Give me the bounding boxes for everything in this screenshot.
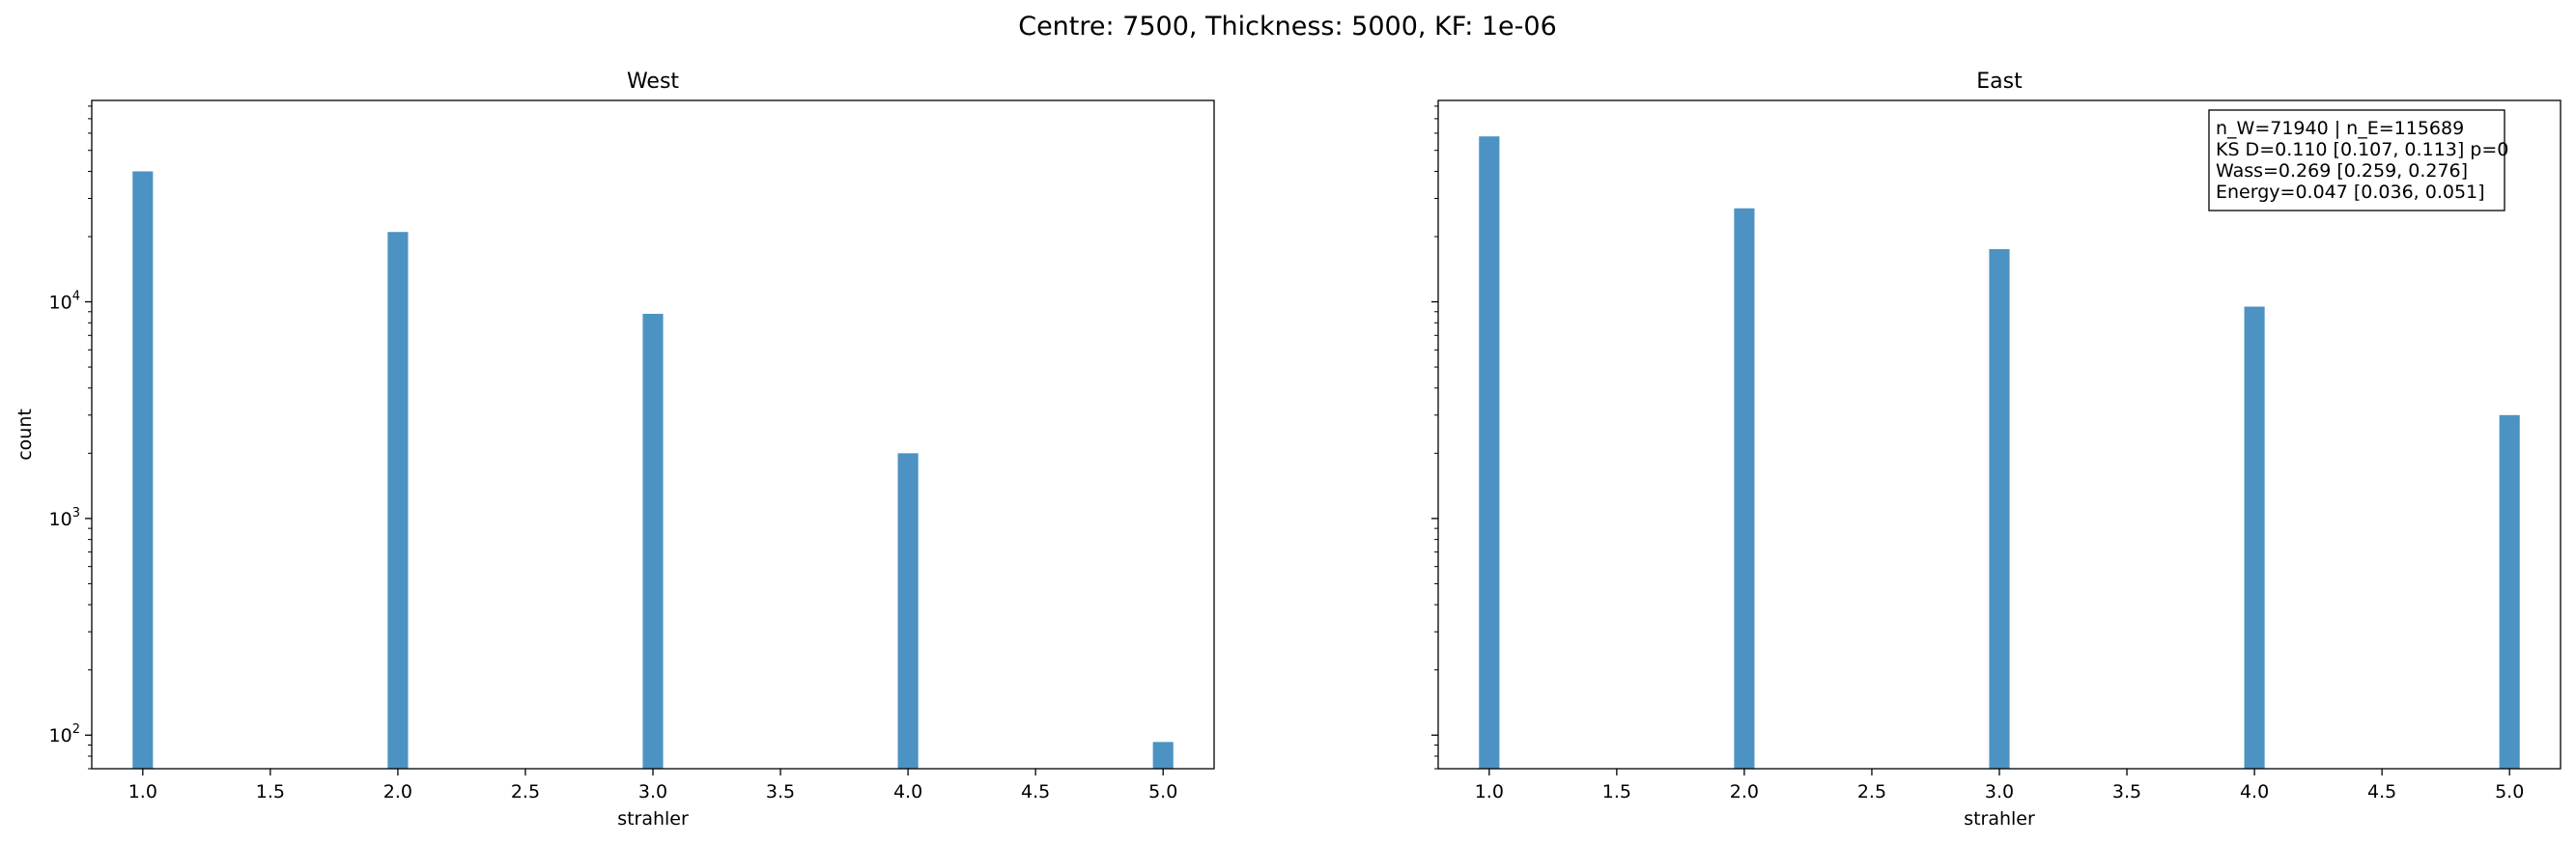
east-bar-1 — [1479, 136, 1500, 770]
stats-annotation-box: n_W=71940 | n_E=115689 KS D=0.110 [0.107… — [2208, 109, 2508, 211]
west-x-ticks: 1.0 1.5 2.0 2.5 3.0 3.5 4.0 4.5 5.0 — [128, 769, 1177, 803]
west-x-tick-label: 3.5 — [766, 781, 795, 803]
west-bar-3 — [642, 313, 664, 769]
east-x-tick-label: 3.0 — [1985, 781, 2014, 803]
west-x-tick-label: 2.0 — [383, 781, 412, 803]
west-x-tick-label: 1.5 — [256, 781, 285, 803]
east-x-tick-label: 1.5 — [1602, 781, 1631, 803]
east-panel-title: East — [1976, 70, 2023, 94]
east-x-ticks: 1.0 1.5 2.0 2.5 3.0 3.5 4.0 4.5 5.0 — [1475, 769, 2524, 803]
east-bar-2 — [1734, 208, 1755, 770]
stats-line-energy: Energy=0.047 [0.036, 0.051] — [2216, 182, 2485, 203]
east-x-tick-label: 2.5 — [1857, 781, 1886, 803]
west-x-tick-label: 4.0 — [893, 781, 922, 803]
east-bar-5 — [2499, 414, 2520, 769]
west-y-tick-label: 102 — [49, 722, 80, 746]
figure-suptitle: Centre: 7500, Thickness: 5000, KF: 1e-06 — [1018, 12, 1557, 42]
west-x-tick-label: 1.0 — [128, 781, 157, 803]
west-bars — [132, 171, 1174, 770]
east-bars — [1479, 136, 2520, 770]
west-x-tick-label: 2.5 — [511, 781, 540, 803]
stats-line-ks: KS D=0.110 [0.107, 0.113] p=0 — [2216, 139, 2508, 160]
west-y-ticks: 102 103 104 — [49, 105, 92, 770]
east-x-tick-label: 5.0 — [2495, 781, 2524, 803]
west-x-axis-label: strahler — [617, 808, 689, 830]
west-bar-1 — [132, 171, 154, 769]
east-y-ticks — [1431, 105, 1438, 770]
west-bar-4 — [897, 453, 919, 769]
west-y-tick-label: 103 — [49, 506, 80, 530]
east-x-tick-label: 1.0 — [1475, 781, 1504, 803]
east-x-tick-label: 4.0 — [2240, 781, 2269, 803]
west-panel-title: West — [627, 70, 679, 94]
west-bar-5 — [1152, 742, 1174, 769]
east-x-tick-label: 2.0 — [1730, 781, 1759, 803]
stats-line-wass: Wass=0.269 [0.259, 0.276] — [2216, 160, 2468, 182]
west-x-tick-label: 4.5 — [1021, 781, 1050, 803]
east-x-tick-label: 3.5 — [2112, 781, 2141, 803]
west-x-tick-label: 3.0 — [638, 781, 667, 803]
stats-line-counts: n_W=71940 | n_E=115689 — [2216, 118, 2464, 139]
east-x-tick-label: 4.5 — [2367, 781, 2396, 803]
east-bar-3 — [1989, 249, 2010, 769]
east-panel: East 1.0 1.5 2.0 2.5 3.0 3.5 4.0 4.5 5.0 strahle… — [1431, 70, 2562, 830]
west-x-tick-label: 5.0 — [1148, 781, 1177, 803]
west-bar-2 — [387, 232, 409, 770]
west-plot-frame — [91, 99, 1215, 770]
east-x-axis-label: strahler — [1964, 808, 2035, 830]
stats-box-frame — [2208, 109, 2505, 211]
west-y-axis-label: count — [14, 408, 36, 461]
west-y-tick-label: 104 — [49, 290, 80, 314]
east-bar-4 — [2244, 306, 2265, 769]
east-plot-frame — [1437, 99, 2562, 770]
west-panel: West 1.0 1.5 2.0 2.5 3.0 3.5 4.0 4.5 5.0 1021031… — [14, 70, 1215, 830]
